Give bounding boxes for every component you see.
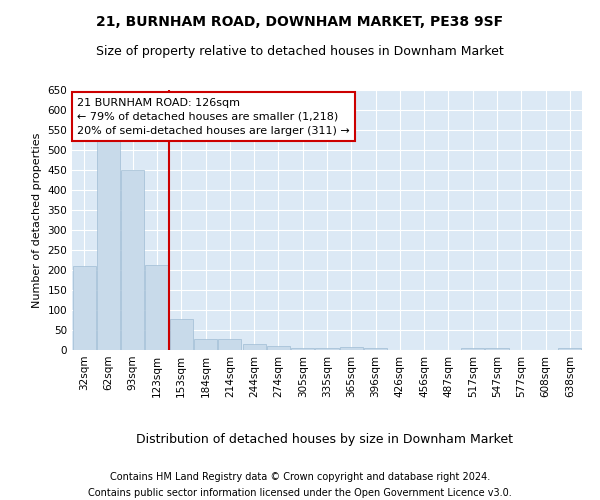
Text: Contains HM Land Registry data © Crown copyright and database right 2024.: Contains HM Land Registry data © Crown c… — [110, 472, 490, 482]
Bar — [316, 348, 338, 350]
Bar — [194, 339, 217, 350]
Bar — [121, 170, 144, 350]
Bar — [97, 138, 120, 350]
Bar — [145, 265, 169, 350]
Bar — [485, 348, 509, 350]
Bar — [559, 348, 581, 350]
Text: Distribution of detached houses by size in Downham Market: Distribution of detached houses by size … — [136, 432, 512, 446]
Text: 21, BURNHAM ROAD, DOWNHAM MARKET, PE38 9SF: 21, BURNHAM ROAD, DOWNHAM MARKET, PE38 9… — [97, 15, 503, 29]
Bar — [218, 339, 241, 350]
Bar — [461, 348, 484, 350]
Bar — [291, 348, 314, 350]
Text: Contains public sector information licensed under the Open Government Licence v3: Contains public sector information licen… — [88, 488, 512, 498]
Y-axis label: Number of detached properties: Number of detached properties — [32, 132, 42, 308]
Bar — [364, 348, 387, 350]
Bar — [340, 347, 363, 350]
Bar — [170, 319, 193, 350]
Text: Size of property relative to detached houses in Downham Market: Size of property relative to detached ho… — [96, 45, 504, 58]
Bar — [73, 266, 95, 350]
Bar — [242, 344, 266, 350]
Bar — [267, 346, 290, 350]
Text: 21 BURNHAM ROAD: 126sqm
← 79% of detached houses are smaller (1,218)
20% of semi: 21 BURNHAM ROAD: 126sqm ← 79% of detache… — [77, 98, 350, 136]
